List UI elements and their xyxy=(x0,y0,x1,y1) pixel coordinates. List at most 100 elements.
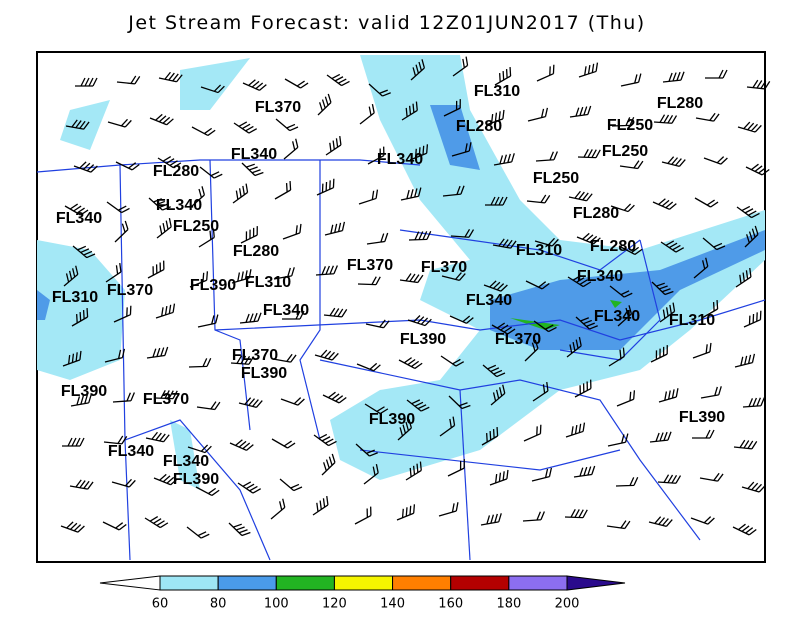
wind-barb xyxy=(523,424,542,442)
wind-barb xyxy=(481,427,499,446)
flight-level-label: FL340 xyxy=(377,151,423,168)
wind-barb xyxy=(196,401,221,411)
wind-barb xyxy=(409,144,429,161)
wind-barb xyxy=(527,107,549,122)
wind-barb xyxy=(650,345,668,363)
wind-barb xyxy=(147,260,165,279)
wind-barb xyxy=(661,156,686,167)
wind-barb xyxy=(735,267,752,288)
colorbar-tick-label: 120 xyxy=(322,597,347,612)
wind-barb xyxy=(64,203,89,216)
wind-barb xyxy=(359,104,375,125)
wind-barb xyxy=(315,265,338,276)
wind-barb xyxy=(657,474,682,484)
wind-barb xyxy=(317,93,332,116)
wind-barb xyxy=(367,146,385,165)
wind-barb xyxy=(494,67,512,86)
flight-level-label: FL280 xyxy=(573,205,619,222)
wind-barb xyxy=(366,232,389,245)
colorbar-tick-label: 140 xyxy=(380,597,405,612)
wind-barb xyxy=(651,281,674,296)
colorbar-low-end xyxy=(99,575,161,591)
wind-barb xyxy=(569,105,592,118)
flight-level-label: FL370 xyxy=(143,391,189,408)
wind-barb xyxy=(741,481,766,493)
colorbar-tick-label: 100 xyxy=(264,597,289,612)
wind-barb xyxy=(239,312,262,324)
wind-barb xyxy=(576,232,601,245)
wind-barb xyxy=(660,240,685,253)
wind-barb xyxy=(442,185,465,197)
wind-barb xyxy=(190,186,206,208)
flight-level-label: FL280 xyxy=(657,95,703,112)
wind-barb xyxy=(692,429,715,439)
wind-barb xyxy=(693,257,709,279)
wind-barb xyxy=(617,305,633,327)
wind-barb xyxy=(314,349,339,361)
wind-barb xyxy=(62,350,82,367)
wind-barb xyxy=(705,69,728,79)
wind-barb xyxy=(107,118,132,128)
wind-barb xyxy=(700,386,722,399)
colorbar-tick-label: 60 xyxy=(152,597,169,612)
wind-barb xyxy=(699,472,724,482)
wind-barb xyxy=(358,189,379,205)
wind-barb xyxy=(230,355,255,365)
flight-level-label: FL250 xyxy=(607,117,653,134)
wind-barb xyxy=(531,467,553,482)
wind-barb xyxy=(703,156,728,165)
wind-barb xyxy=(410,59,426,81)
wind-barb xyxy=(312,495,329,516)
wind-barb xyxy=(662,71,685,83)
wind-barb xyxy=(71,308,89,327)
wind-barb xyxy=(280,397,305,406)
wind-barb xyxy=(198,228,215,248)
colorbar-segment xyxy=(217,575,277,591)
wind-barb xyxy=(733,439,758,450)
wind-barb xyxy=(145,431,170,443)
wind-barb xyxy=(238,397,263,408)
wind-barb xyxy=(606,520,631,530)
wind-barb xyxy=(363,464,379,485)
wind-barb xyxy=(439,416,456,437)
wind-barb xyxy=(272,353,297,363)
wind-barb xyxy=(157,155,182,169)
wind-barb xyxy=(533,320,557,333)
flight-level-label: FL340 xyxy=(163,453,209,470)
wind-barb xyxy=(72,245,96,259)
wind-barb xyxy=(326,73,350,87)
wind-barb xyxy=(452,56,469,77)
wind-barb xyxy=(524,339,539,362)
flight-level-label: FL250 xyxy=(533,170,579,187)
wind-barb xyxy=(536,64,555,82)
wind-barb xyxy=(149,113,174,126)
wind-barb xyxy=(105,262,122,283)
wind-barb xyxy=(400,187,422,201)
wind-barb xyxy=(282,223,302,240)
wind-barb xyxy=(62,437,85,447)
wind-barb xyxy=(577,149,601,159)
wind-barb xyxy=(114,220,129,243)
wind-barb xyxy=(228,522,251,537)
wind-barb xyxy=(482,364,506,378)
wind-barbs xyxy=(60,56,771,539)
wind-barb xyxy=(396,504,416,521)
wind-barb xyxy=(146,346,169,359)
wind-barb xyxy=(618,245,643,256)
wind-barb xyxy=(229,439,254,451)
flight-level-label: FL390 xyxy=(61,383,107,400)
wind-barb xyxy=(274,181,292,200)
wind-barb xyxy=(106,201,130,214)
wind-barb xyxy=(316,178,335,196)
wind-barb xyxy=(745,163,770,176)
wind-barb xyxy=(532,381,549,402)
wind-barb xyxy=(65,119,90,130)
flight-level-label: FL340 xyxy=(231,146,277,163)
flight-level-label: FL370 xyxy=(255,99,301,116)
wind-barb xyxy=(653,114,678,124)
flight-level-label: FL370 xyxy=(107,282,153,299)
flight-level-label: FL370 xyxy=(495,331,541,348)
wind-barb xyxy=(73,161,98,173)
wind-barb xyxy=(364,403,389,415)
wind-barb xyxy=(659,302,676,323)
